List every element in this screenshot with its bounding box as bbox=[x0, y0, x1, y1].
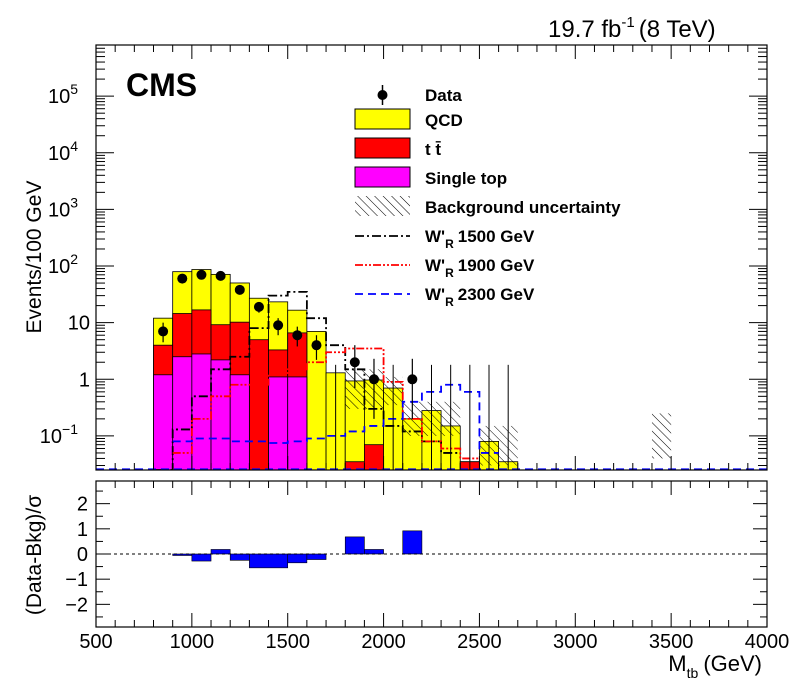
bar-single_top bbox=[210, 359, 231, 470]
x-tick-label: 2500 bbox=[457, 631, 502, 653]
ratio-bar bbox=[402, 530, 423, 555]
ratio-bar bbox=[344, 536, 365, 555]
data-point bbox=[349, 357, 360, 368]
legend-label: t t̄ bbox=[425, 140, 441, 159]
ratio-y-axis-label: (Data-Bkg)/σ bbox=[23, 495, 46, 615]
x-tick-label: 1000 bbox=[170, 631, 215, 653]
data-point bbox=[234, 284, 245, 295]
main-y-tick-label: 104 bbox=[48, 138, 78, 165]
legend-label: Data bbox=[425, 86, 462, 105]
main-y-tick-label: 102 bbox=[48, 251, 78, 278]
data-point bbox=[273, 320, 284, 331]
ratio-bar bbox=[191, 553, 212, 562]
bar-single_top bbox=[287, 376, 308, 470]
legend-data-marker bbox=[377, 90, 388, 100]
data-point bbox=[407, 374, 418, 385]
legend-swatch-qcd bbox=[354, 108, 411, 130]
legend-label: Single top bbox=[425, 169, 507, 188]
main-y-axis-label: Events/100 GeV bbox=[23, 181, 46, 334]
signal-line-wr2300 bbox=[172, 383, 499, 454]
bar-ttbar bbox=[248, 339, 269, 470]
bar-single_top bbox=[268, 376, 289, 470]
ratio-y-tick-label: −1 bbox=[65, 569, 88, 591]
uncertainty-band bbox=[479, 425, 518, 466]
x-axis-label-sub: tb bbox=[687, 665, 699, 681]
x-tick-label: 3500 bbox=[649, 631, 694, 653]
main-axes: 10−1 1 10 102 103 104 105 bbox=[40, 44, 768, 470]
bar-single_top bbox=[229, 374, 250, 470]
ratio-bar bbox=[287, 553, 308, 564]
main-y-tick-label: 103 bbox=[48, 194, 78, 221]
legend-swatch-uncertainty bbox=[355, 196, 410, 216]
x-tick-label: 2000 bbox=[361, 631, 406, 653]
signal-line-wr1500 bbox=[153, 290, 461, 470]
ratio-plot-area bbox=[96, 530, 767, 569]
ratio-bar bbox=[210, 549, 231, 555]
lumi-exponent: -1 bbox=[621, 14, 634, 31]
signal-line-wr1900 bbox=[172, 347, 480, 460]
main-y-tick-label: 10 bbox=[68, 313, 90, 335]
ratio-bar bbox=[249, 553, 289, 569]
legend-label: W'R 1500 GeV bbox=[425, 227, 535, 251]
bar-single_top bbox=[191, 353, 212, 470]
legend-label: Background uncertainty bbox=[425, 198, 621, 217]
x-axis-label: Mtb (GeV) bbox=[668, 651, 762, 681]
ratio-y-tick-label: 0 bbox=[77, 544, 88, 566]
ratio-bar bbox=[229, 553, 250, 561]
bar-ttbar bbox=[363, 444, 384, 470]
legend-label: W'R 2300 GeV bbox=[425, 285, 535, 309]
main-plot-area bbox=[96, 269, 767, 470]
uncertainty-band bbox=[651, 413, 672, 459]
data-point bbox=[292, 330, 303, 341]
data-point bbox=[196, 269, 207, 280]
main-y-tick-label: 1 bbox=[79, 369, 90, 391]
ratio-bar bbox=[306, 553, 327, 560]
bar-single_top bbox=[153, 374, 174, 470]
ratio-y-tick-label: 2 bbox=[77, 494, 88, 516]
legend-swatch-ttbar bbox=[354, 137, 411, 159]
data-point bbox=[215, 270, 226, 281]
x-tick-label: 4000 bbox=[745, 631, 790, 653]
x-tick-label: 1500 bbox=[265, 631, 310, 653]
x-tick-label: 500 bbox=[79, 631, 112, 653]
data-point bbox=[158, 326, 169, 337]
legend-label: QCD bbox=[425, 111, 463, 130]
x-tick-label: 3000 bbox=[553, 631, 598, 653]
main-frame bbox=[95, 44, 768, 471]
legend-swatch-single_top bbox=[354, 166, 411, 188]
legend: Data QCD t t̄ Single top Background uncertai… bbox=[354, 85, 621, 309]
lumi-label: 19.7 fb-1 (8 TeV) bbox=[548, 14, 716, 43]
main-y-tick-label: 10−1 bbox=[40, 421, 78, 448]
data-point bbox=[311, 340, 322, 351]
data-point bbox=[368, 374, 379, 385]
data-point bbox=[177, 273, 188, 284]
ratio-y-tick-label: 1 bbox=[77, 519, 88, 541]
main-y-tick-label: 105 bbox=[48, 81, 78, 108]
ratio-bar bbox=[364, 549, 384, 555]
ratio-y-tick-label: −2 bbox=[65, 594, 88, 616]
data-point bbox=[253, 301, 264, 312]
legend-label: W'R 1900 GeV bbox=[425, 256, 535, 280]
cms-label: CMS bbox=[126, 67, 197, 103]
